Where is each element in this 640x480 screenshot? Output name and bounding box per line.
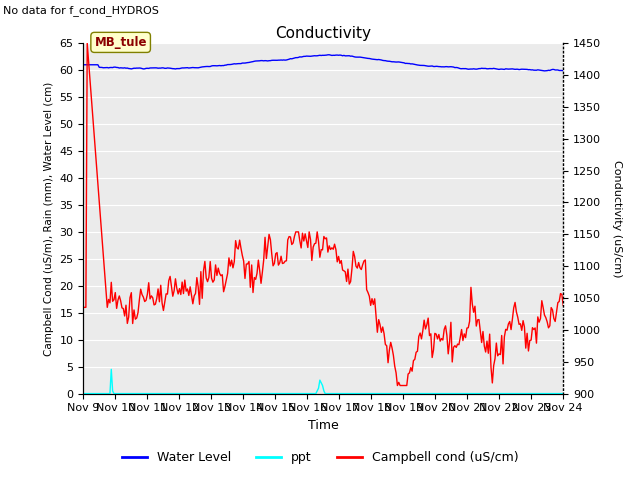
Text: MB_tule: MB_tule (95, 36, 147, 49)
X-axis label: Time: Time (308, 419, 339, 432)
Text: No data for f_cond_HYDROS: No data for f_cond_HYDROS (3, 5, 159, 16)
Y-axis label: Campbell Cond (uS/m), Rain (mm), Water Level (cm): Campbell Cond (uS/m), Rain (mm), Water L… (44, 81, 54, 356)
Y-axis label: Conductivity (uS/cm): Conductivity (uS/cm) (612, 160, 622, 277)
Title: Conductivity: Conductivity (275, 25, 371, 41)
Legend: Water Level, ppt, Campbell cond (uS/cm): Water Level, ppt, Campbell cond (uS/cm) (116, 446, 524, 469)
